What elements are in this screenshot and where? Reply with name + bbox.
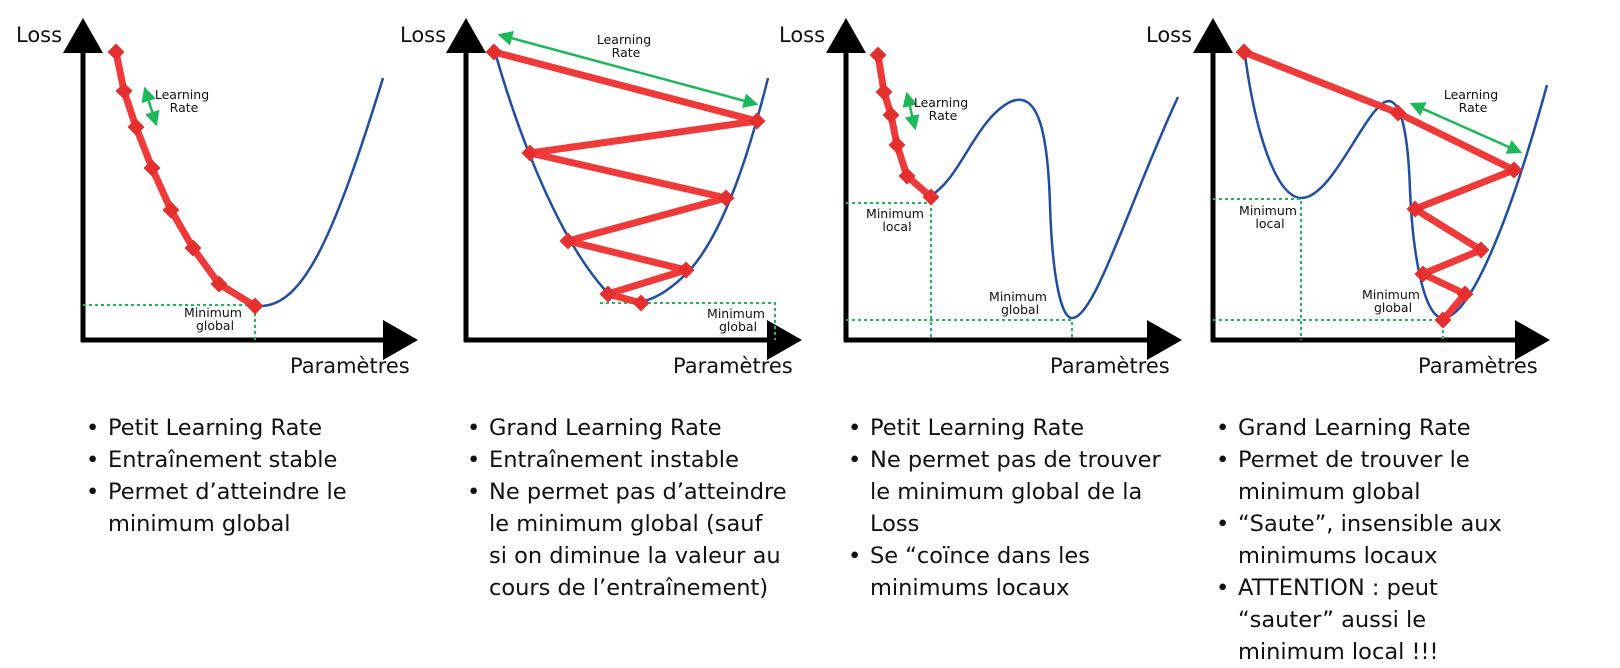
panel-2: Loss Paramètres Learning Rate Minimum gl… [400, 18, 802, 378]
bullet-item: Permet de trouver le minimum global [1216, 444, 1536, 508]
panel-2-bullet-list: Grand Learning Rate Entraînement instabl… [467, 412, 787, 604]
y-axis-label: Loss [16, 23, 62, 47]
x-axis-label: Paramètres [673, 354, 793, 378]
descent-step-markers [869, 46, 940, 206]
bullet-item: Grand Learning Rate [1216, 412, 1536, 444]
panel-3: Loss Paramètres Learning Rate Minimum lo… [779, 18, 1182, 378]
panel-2-axes: Loss Paramètres [400, 18, 802, 378]
bullet-item: Grand Learning Rate [467, 412, 787, 444]
loss-curve [929, 96, 1180, 320]
panel-1: Loss Paramètres Learning Rate Minimum gl… [16, 18, 418, 378]
descent-step-markers [107, 43, 264, 315]
x-axis-label: Paramètres [1418, 354, 1538, 378]
learning-rate-arrow [141, 86, 160, 127]
learning-rate-arrow [497, 31, 759, 108]
bullet-item: Petit Learning Rate [86, 412, 366, 444]
bullet-item: Se “coïnce dans les minimums locaux [848, 540, 1178, 604]
bullet-item: “Saute”, insensible aux minimums locaux [1216, 508, 1536, 572]
bullet-item: ATTENTION : peut “sauter” aussi le minim… [1216, 572, 1536, 668]
bullet-item: Petit Learning Rate [848, 412, 1178, 444]
minimum-global-label: Minimum global [1362, 287, 1424, 315]
x-axis-label: Paramètres [1050, 354, 1170, 378]
guide-line-minimum-global [846, 319, 1073, 340]
bullet-item: Entraînement instable [467, 444, 787, 476]
panel-4-bullet-list: Grand Learning Rate Permet de trouver le… [1216, 412, 1536, 668]
y-axis-label: Loss [1146, 23, 1192, 47]
minimum-global-label: Minimum global [707, 306, 769, 334]
bullet-item: Ne permet pas de trouver le minimum glob… [848, 444, 1178, 540]
learning-rate-label: Learning Rate [1444, 87, 1502, 115]
minimum-global-label: Minimum global [184, 305, 246, 333]
y-axis-label: Loss [400, 23, 446, 47]
panel-3-axes: Loss Paramètres [779, 18, 1182, 378]
guide-line-minimum-global [1213, 319, 1444, 340]
minimum-local-label: Minimum local [1239, 203, 1301, 231]
learning-rate-label: Learning Rate [155, 87, 213, 115]
guide-line-minimum-local [1213, 198, 1302, 340]
guide-line-minimum-global [600, 302, 776, 340]
panel-3-bullet-list: Petit Learning Rate Ne permet pas de tro… [848, 412, 1178, 604]
loss-curve [254, 77, 385, 308]
panel-1-bullet-list: Petit Learning Rate Entraînement stable … [86, 412, 366, 540]
descent-step-markers [485, 43, 766, 312]
descent-path [493, 48, 761, 307]
bullet-item: Permet d’atteindre le minimum global [86, 476, 366, 540]
learning-rate-label: Learning Rate [597, 32, 655, 60]
minimum-global-label: Minimum global [989, 289, 1051, 317]
learning-rate-arrow [902, 91, 920, 131]
x-axis-label: Paramètres [290, 354, 410, 378]
minimum-local-label: Minimum local [866, 206, 928, 234]
panel-1-axes: Loss Paramètres [16, 18, 418, 378]
bullet-item: Ne permet pas d’atteindre le minimum glo… [467, 476, 787, 604]
panel-4: Loss Paramètres Learning Rate Minimum lo… [1146, 18, 1550, 378]
bullet-item: Entraînement stable [86, 444, 366, 476]
learning-rate-arrow [1409, 102, 1523, 154]
panel-4-axes: Loss Paramètres [1146, 18, 1550, 378]
learning-rate-label: Learning Rate [914, 95, 972, 123]
y-axis-label: Loss [779, 23, 825, 47]
